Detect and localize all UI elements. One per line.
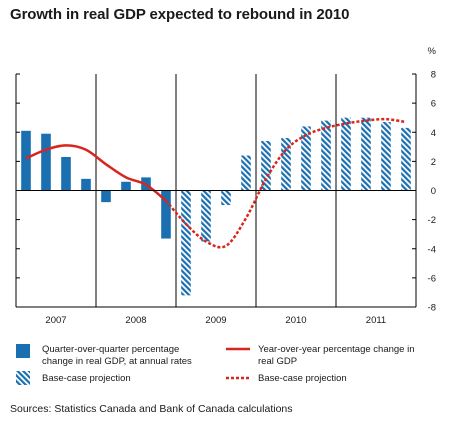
- y-tick-label: -6: [428, 273, 436, 284]
- projection-bar: [221, 190, 231, 206]
- legend-swatch-line-projection: [226, 376, 250, 380]
- x-year-label: 2010: [285, 315, 306, 326]
- gdp-bar: [101, 190, 111, 203]
- projection-bar: [281, 138, 291, 191]
- y-tick-label: 4: [431, 128, 436, 139]
- projection-bar: [381, 122, 391, 191]
- yoy-projection-line: [165, 117, 407, 249]
- gdp-bar: [41, 133, 51, 191]
- legend-line-projection: Base-case projection: [258, 373, 347, 384]
- gdp-bar: [81, 178, 91, 191]
- x-year-label: 2009: [205, 315, 226, 326]
- y-tick-label: -8: [428, 303, 436, 314]
- legend-swatch-line: [226, 347, 250, 351]
- gdp-bar: [161, 190, 171, 239]
- source-note: Sources: Statistics Canada and Bank of C…: [10, 403, 293, 415]
- y-tick-label: 8: [431, 70, 436, 81]
- x-year-label: 2008: [125, 315, 146, 326]
- projection-bar: [241, 155, 251, 191]
- projection-bar: [401, 127, 411, 191]
- projection-bar: [201, 190, 211, 242]
- chart-title: Growth in real GDP expected to rebound i…: [10, 6, 350, 23]
- projection-bar: [301, 126, 311, 191]
- legend-bar-projection: Base-case projection: [42, 373, 131, 384]
- y-tick-label: 2: [431, 157, 436, 168]
- y-tick-label: 0: [431, 186, 436, 197]
- yoy-line: [25, 144, 167, 202]
- legend-swatch-bar-projection: [16, 371, 30, 385]
- y-unit-label: %: [428, 46, 437, 57]
- projection-bar: [361, 117, 371, 191]
- x-year-label: 2007: [45, 315, 66, 326]
- legend-line-actual: Year-over-year percentage change in real…: [258, 344, 415, 367]
- y-tick-label: -4: [428, 244, 436, 255]
- projection-bar: [181, 190, 191, 296]
- gdp-bar: [21, 130, 31, 191]
- y-tick-label: 6: [431, 99, 436, 110]
- x-year-label: 2011: [366, 315, 386, 326]
- projection-bar: [341, 117, 351, 191]
- legend-swatch-bar: [16, 344, 30, 358]
- projection-bar: [261, 140, 271, 191]
- gdp-bar: [121, 181, 131, 191]
- legend-bar-actual: Quarter-over-quarter percentage change i…: [42, 344, 192, 367]
- projection-bar: [321, 120, 331, 191]
- gdp-bar: [61, 157, 71, 191]
- y-tick-label: -2: [428, 215, 436, 226]
